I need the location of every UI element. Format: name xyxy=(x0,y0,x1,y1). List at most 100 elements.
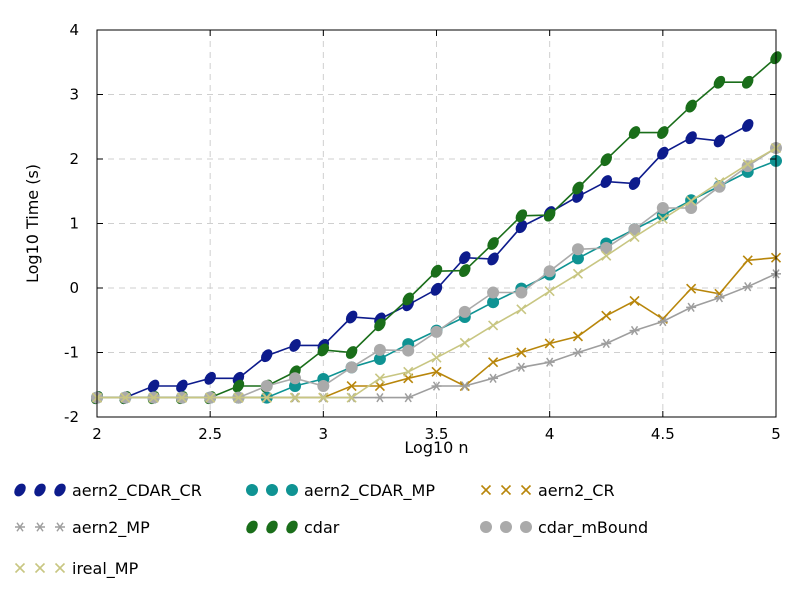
data-point xyxy=(176,392,187,403)
y-tick-label: 3 xyxy=(69,86,79,104)
data-point xyxy=(713,75,726,89)
y-axis-title: Log10 Time (s) xyxy=(23,164,42,283)
data-point-stroke xyxy=(403,366,414,377)
y-tick-label: 1 xyxy=(69,215,79,233)
y-tick-label: -2 xyxy=(64,408,79,426)
data-point-stroke xyxy=(16,522,24,532)
data-point xyxy=(317,380,330,393)
data-point xyxy=(35,522,45,532)
data-point-stroke xyxy=(36,522,44,532)
data-point xyxy=(628,223,641,236)
data-point xyxy=(629,295,640,306)
data-point xyxy=(686,195,697,206)
data-point-stroke xyxy=(657,213,668,225)
data-point xyxy=(459,264,471,277)
data-point xyxy=(487,286,500,299)
y-tick-label: 2 xyxy=(69,150,79,168)
data-point xyxy=(487,237,499,250)
data-point xyxy=(54,483,66,497)
data-point xyxy=(714,177,725,188)
data-point xyxy=(571,243,584,256)
legend: aern2_CDAR_CR aern2_CDAR_MP aern2_CR aern2_… xyxy=(14,481,648,579)
data-point xyxy=(742,282,753,292)
data-point xyxy=(345,346,358,359)
data-point xyxy=(544,357,555,367)
data-point-stroke xyxy=(687,302,695,313)
legend-item: ireal_MP xyxy=(14,559,139,579)
data-point-stroke xyxy=(572,331,584,342)
data-point-stroke xyxy=(54,562,66,574)
data-point xyxy=(601,250,612,261)
data-point-stroke xyxy=(630,325,639,336)
data-point xyxy=(374,373,385,384)
data-point-stroke xyxy=(517,362,525,373)
x-tick-label: 2 xyxy=(92,425,102,443)
data-point-stroke xyxy=(516,347,527,358)
series-ireal_MP xyxy=(91,142,782,403)
data-point-stroke xyxy=(572,268,584,279)
data-point xyxy=(317,343,330,357)
data-point-stroke xyxy=(461,381,469,391)
data-point xyxy=(431,352,442,363)
data-point xyxy=(657,126,669,139)
data-point xyxy=(487,252,499,266)
data-point xyxy=(148,392,159,403)
data-point-stroke xyxy=(544,338,555,349)
data-point xyxy=(516,304,527,315)
data-point-stroke xyxy=(488,357,499,368)
data-point xyxy=(600,242,613,255)
data-point-stroke xyxy=(659,316,667,327)
data-point xyxy=(374,380,385,392)
data-point-stroke xyxy=(205,392,216,403)
data-point-stroke xyxy=(376,392,384,403)
data-point-stroke xyxy=(686,195,697,206)
data-point xyxy=(266,484,278,496)
data-point xyxy=(14,483,26,497)
legend-item: aern2_CDAR_CR xyxy=(14,481,202,501)
data-point xyxy=(204,371,216,385)
data-point xyxy=(459,337,470,348)
legend-item: aern2_CDAR_MP xyxy=(246,481,435,501)
data-point xyxy=(629,231,640,243)
data-point xyxy=(685,131,697,145)
data-point xyxy=(431,366,442,377)
data-point xyxy=(685,99,697,113)
data-point-stroke xyxy=(544,286,555,297)
data-point xyxy=(601,310,612,321)
data-point xyxy=(572,268,584,279)
series-line xyxy=(97,124,749,399)
data-point xyxy=(373,352,386,365)
data-point-stroke xyxy=(459,337,470,348)
data-point xyxy=(544,286,555,297)
data-point-stroke xyxy=(742,255,753,266)
x-tick-labels: 2 2.5 3 3.5 4 4.5 5 xyxy=(92,425,781,443)
data-point xyxy=(261,392,272,403)
data-point xyxy=(657,213,668,225)
data-point-stroke xyxy=(56,522,64,532)
data-point-stroke xyxy=(432,381,441,391)
data-point-stroke xyxy=(404,392,412,403)
data-point xyxy=(373,343,386,356)
data-point xyxy=(741,119,754,132)
data-point xyxy=(430,325,443,338)
data-point xyxy=(628,126,641,139)
data-point xyxy=(246,484,258,496)
data-point xyxy=(515,220,528,234)
data-point-stroke xyxy=(520,484,532,496)
y-tick-label: -1 xyxy=(64,344,79,362)
data-point xyxy=(656,202,669,215)
data-point-stroke xyxy=(488,320,499,331)
data-point-stroke xyxy=(516,304,527,315)
data-point-stroke xyxy=(744,282,752,292)
axis-ticks xyxy=(96,29,777,418)
data-point xyxy=(500,484,512,496)
data-point xyxy=(34,562,46,574)
data-point xyxy=(515,286,528,299)
x-tick-label: 5 xyxy=(771,425,781,443)
data-point xyxy=(741,75,754,89)
data-point xyxy=(488,357,499,368)
series-aern2_CDAR_MP xyxy=(91,154,782,404)
data-point xyxy=(260,380,273,393)
data-point xyxy=(286,520,298,534)
data-point-stroke xyxy=(14,562,26,574)
